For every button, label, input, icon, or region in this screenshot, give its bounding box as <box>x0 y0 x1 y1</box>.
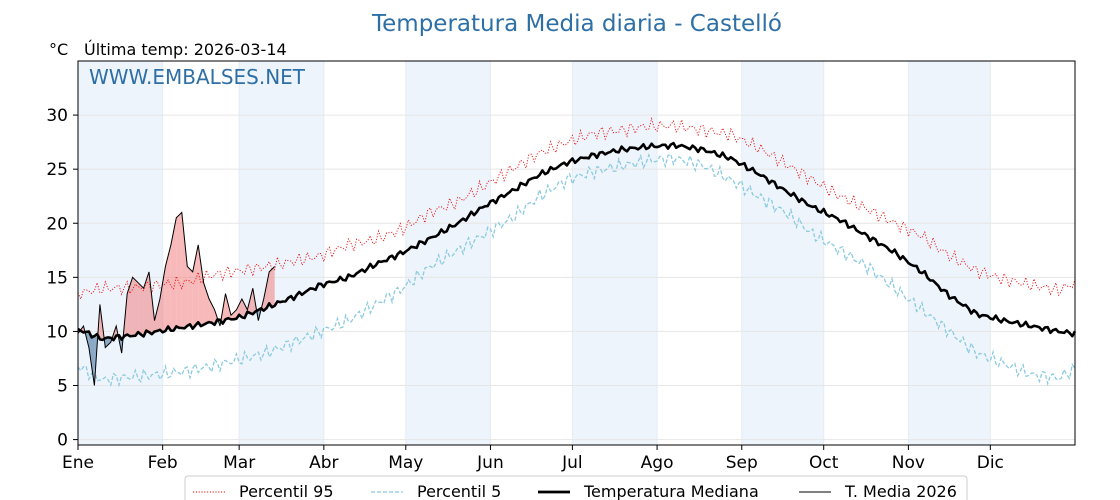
x-tick-label: Jun <box>476 453 504 473</box>
x-tick-label: May <box>388 453 423 473</box>
anomaly-segment <box>159 266 166 331</box>
series-line-current <box>77 211 276 386</box>
month-band-Jul <box>572 61 658 445</box>
anomaly-segment <box>187 266 193 327</box>
last-temp-label: Última temp: 2026-03-14 <box>84 40 287 59</box>
x-tick-label: Jul <box>561 453 583 473</box>
anomaly-segment <box>154 299 160 332</box>
month-band-Nov <box>908 61 991 445</box>
x-tick-label: Feb <box>148 453 178 473</box>
x-tick-label: Mar <box>223 453 255 473</box>
x-tick-label: Ago <box>641 453 674 473</box>
y-tick-label: 25 <box>46 160 68 180</box>
anomaly-segment <box>231 309 237 319</box>
anomaly-segment <box>198 244 204 325</box>
anomaly-segment <box>176 212 182 329</box>
series-line-p5 <box>77 153 1076 388</box>
x-axis: Ene Feb Mar Abr May Jun Jul Ago Sep Oct Nov Dic <box>62 445 1004 473</box>
y-tick-label: 5 <box>57 377 68 397</box>
legend: Percentil 95 Percentil 5 Temperatura Med… <box>184 475 968 500</box>
anomaly-segment <box>138 282 144 335</box>
x-tick-label: Nov <box>892 453 925 473</box>
x-tick-label: Abr <box>309 453 338 473</box>
anomaly-segment <box>181 212 188 328</box>
x-tick-label: Sep <box>726 453 758 473</box>
month-bands <box>78 61 991 445</box>
y-tick-label: 0 <box>57 431 68 451</box>
month-band-Ene <box>78 61 163 445</box>
legend-label-p95: Percentil 95 <box>239 482 334 500</box>
anomaly-segment <box>170 217 177 330</box>
month-band-Mar <box>239 61 324 445</box>
chart-title: Temperatura Media diaria - Castelló <box>371 11 782 37</box>
x-tick-label: Dic <box>977 453 1004 473</box>
anomaly-segment <box>269 266 275 307</box>
y-axis: 0 5 10 15 20 25 30 <box>46 106 78 451</box>
anomaly-segment <box>192 244 199 326</box>
plot-frame <box>77 60 1076 446</box>
x-tick-label: Ene <box>62 453 94 473</box>
series-line-median <box>77 141 1077 342</box>
legend-label-p5: Percentil 5 <box>417 482 501 500</box>
x-tick-label: Oct <box>809 453 839 473</box>
y-tick-label: 20 <box>46 214 68 234</box>
anomaly-segment <box>132 277 139 336</box>
anomaly-segment <box>209 299 215 324</box>
watermark: WWW.EMBALSES.NET <box>89 65 306 89</box>
anomaly-segment <box>236 299 242 318</box>
y-tick-label: 10 <box>46 322 68 342</box>
legend-box <box>184 475 968 500</box>
y-unit-label: °C <box>49 40 68 59</box>
anomaly-segment <box>143 271 149 334</box>
anomaly-segment <box>203 282 210 325</box>
series-line-p95 <box>77 116 1076 301</box>
anomaly-segment <box>165 244 171 331</box>
grid-lines <box>77 61 1075 445</box>
month-band-Sep <box>741 61 824 445</box>
y-tick-label: 30 <box>46 106 68 126</box>
anomaly-segment <box>105 338 111 348</box>
legend-label-current: T. Media 2026 <box>844 482 957 500</box>
series-lines <box>77 116 1077 388</box>
legend-label-median: Temperatura Mediana <box>583 482 759 500</box>
y-tick-label: 15 <box>46 268 68 288</box>
